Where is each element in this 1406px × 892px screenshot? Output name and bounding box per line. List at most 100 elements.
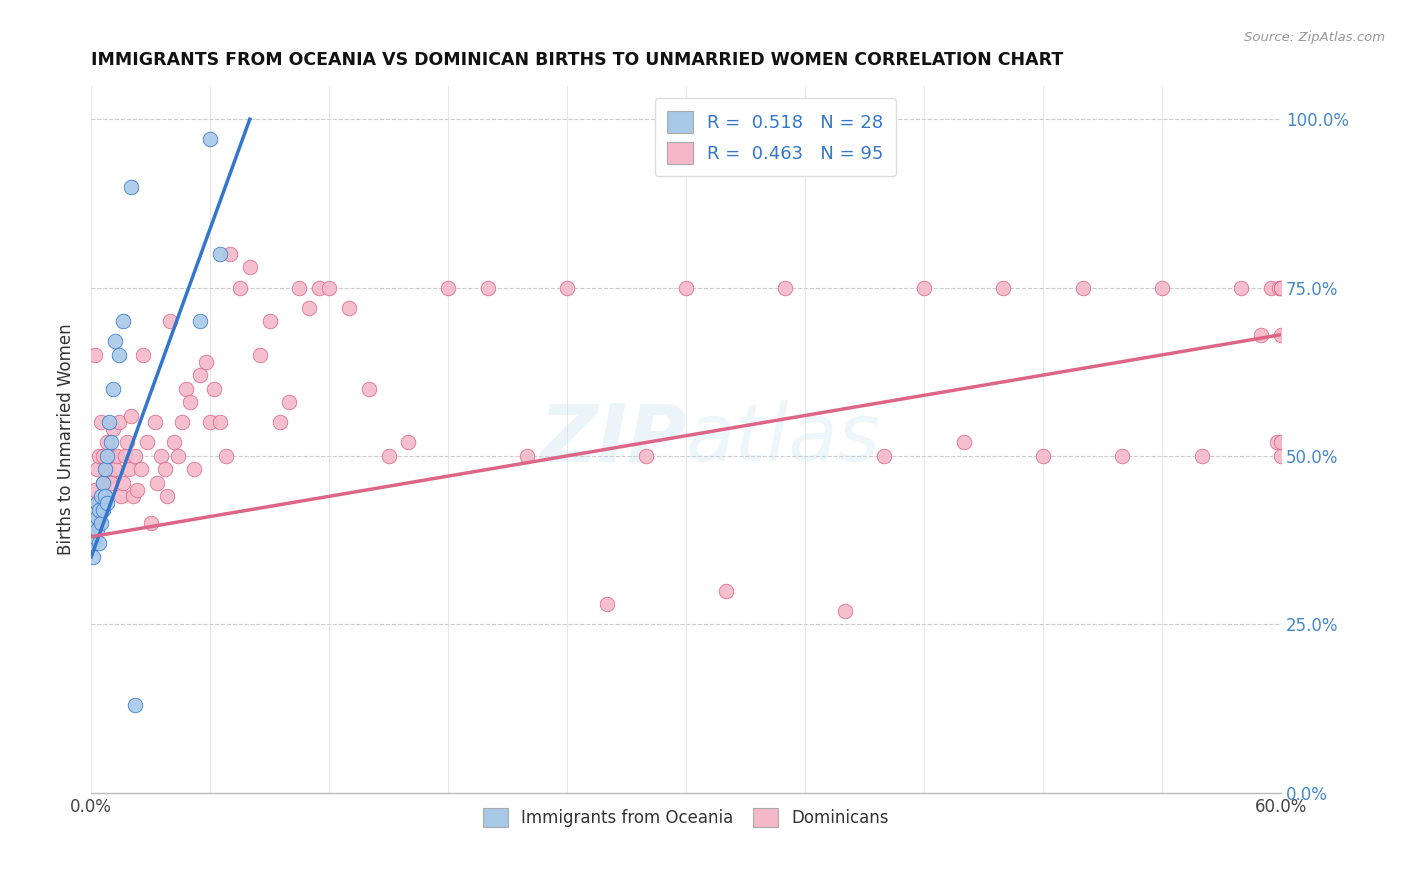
Point [101, 382, 124, 396]
Point [120, 409, 142, 423]
Point [1270, 327, 1292, 342]
Point [105, 449, 128, 463]
Point [163, 435, 186, 450]
Text: IMMIGRANTS FROM OCEANIA VS DOMINICAN BIRTHS TO UNMARRIED WOMEN CORRELATION CHART: IMMIGRANTS FROM OCEANIA VS DOMINICAN BIR… [91, 51, 1063, 69]
Point [714, 583, 737, 598]
Point [188, 314, 211, 328]
Point [108, 348, 131, 362]
Point [209, 247, 232, 261]
Point [1260, 280, 1282, 294]
Point [98, 469, 121, 483]
Point [90, 516, 112, 531]
Point [773, 280, 796, 294]
Point [145, 475, 167, 490]
Point [94, 462, 117, 476]
Point [96, 496, 118, 510]
Point [111, 475, 134, 490]
Point [91, 503, 114, 517]
Point [993, 280, 1015, 294]
Point [1032, 449, 1054, 463]
Point [87, 449, 110, 463]
Point [1111, 449, 1133, 463]
Point [308, 280, 330, 294]
Point [229, 280, 252, 294]
Point [377, 449, 399, 463]
Point [82, 516, 104, 531]
Point [111, 314, 134, 328]
Point [98, 415, 121, 429]
Point [155, 489, 177, 503]
Point [115, 435, 138, 450]
Point [139, 516, 162, 531]
Point [96, 449, 118, 463]
Point [1071, 280, 1094, 294]
Point [86, 462, 108, 476]
Point [596, 597, 619, 611]
Point [912, 280, 935, 294]
Point [202, 382, 225, 396]
Point [94, 489, 117, 503]
Point [91, 475, 114, 490]
Text: ZIP: ZIP [538, 401, 686, 478]
Point [96, 462, 118, 476]
Point [104, 334, 127, 349]
Point [318, 280, 340, 294]
Legend: Immigrants from Oceania, Dominicans: Immigrants from Oceania, Dominicans [477, 802, 896, 834]
Point [198, 132, 221, 146]
Point [675, 280, 697, 294]
Text: Source: ZipAtlas.com: Source: ZipAtlas.com [1244, 31, 1385, 45]
Point [179, 395, 201, 409]
Point [120, 179, 142, 194]
Point [516, 449, 538, 463]
Point [132, 348, 155, 362]
Point [90, 503, 112, 517]
Point [108, 415, 131, 429]
Point [269, 415, 291, 429]
Point [86, 509, 108, 524]
Point [82, 536, 104, 550]
Point [104, 462, 127, 476]
Point [176, 382, 198, 396]
Point [101, 422, 124, 436]
Point [167, 449, 190, 463]
Point [84, 516, 107, 531]
Point [90, 489, 112, 503]
Point [219, 247, 242, 261]
Point [1191, 449, 1213, 463]
Point [1270, 435, 1292, 450]
Point [288, 280, 311, 294]
Point [239, 260, 262, 275]
Point [129, 462, 152, 476]
Point [124, 449, 146, 463]
Point [153, 462, 176, 476]
Point [84, 483, 107, 497]
Point [952, 435, 974, 450]
Point [124, 698, 146, 712]
Point [298, 301, 321, 315]
Point [215, 449, 238, 463]
Point [1250, 327, 1272, 342]
Point [636, 449, 658, 463]
Point [278, 395, 301, 409]
Point [135, 435, 157, 450]
Point [1265, 435, 1288, 450]
Point [96, 435, 118, 450]
Point [149, 449, 172, 463]
Point [1268, 280, 1291, 294]
Point [1150, 280, 1173, 294]
Text: atlas: atlas [686, 401, 880, 478]
Point [87, 503, 110, 517]
Point [555, 280, 578, 294]
Point [1270, 449, 1292, 463]
Point [87, 536, 110, 550]
Point [100, 475, 122, 490]
Point [114, 449, 136, 463]
Point [1270, 280, 1292, 294]
Point [86, 523, 108, 537]
Point [396, 435, 419, 450]
Point [172, 415, 194, 429]
Point [159, 314, 181, 328]
Point [477, 280, 499, 294]
Point [357, 382, 380, 396]
Point [183, 462, 205, 476]
